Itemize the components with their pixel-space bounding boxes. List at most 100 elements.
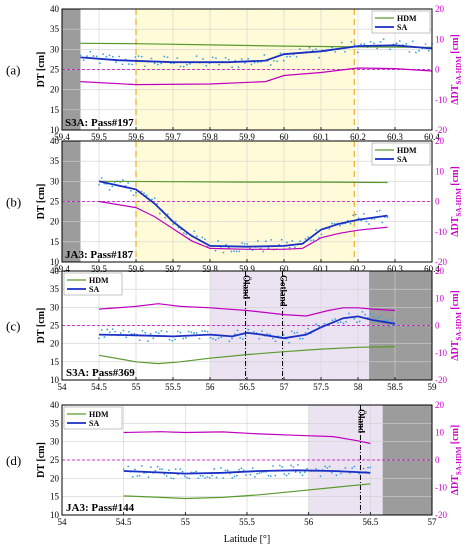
- y-tick-label: 15: [50, 492, 60, 502]
- scatter-point: [138, 339, 141, 342]
- panel-label: (b): [6, 195, 21, 210]
- scatter-point: [350, 40, 353, 43]
- y2-tick-label: 0: [435, 321, 440, 331]
- scatter-point: [373, 42, 375, 45]
- scatter-point: [246, 243, 249, 245]
- scatter-point: [294, 246, 296, 249]
- scatter-point: [222, 251, 225, 254]
- x-tick-label: 56.5: [362, 517, 378, 527]
- scatter-point: [285, 474, 288, 477]
- scatter-point: [405, 42, 408, 45]
- scatter-point: [118, 55, 121, 58]
- scatter-point: [340, 472, 342, 475]
- scatter-point: [260, 471, 263, 474]
- scatter-point: [318, 56, 321, 59]
- y2-tick-label: 20: [435, 266, 445, 276]
- scatter-point: [427, 49, 430, 52]
- scatter-point: [164, 216, 167, 219]
- scatter-point: [190, 331, 193, 334]
- x-tick-label: 60.3: [387, 132, 403, 142]
- scatter-point: [131, 475, 134, 478]
- y2-tick-label: 0: [435, 455, 440, 465]
- y-tick-label: 30: [50, 437, 60, 447]
- scatter-point: [135, 191, 137, 194]
- scatter-point: [156, 202, 159, 205]
- scatter-point: [331, 46, 333, 49]
- scatter-point: [266, 332, 269, 335]
- scatter-point: [214, 249, 217, 252]
- y2-tick-label: -10: [435, 483, 447, 493]
- x-tick-label: 56: [206, 382, 216, 392]
- scatter-point: [166, 213, 169, 216]
- y-tick-label: 40: [50, 136, 60, 146]
- scatter-point: [199, 474, 202, 477]
- scatter-point: [292, 466, 295, 468]
- scatter-point: [273, 59, 275, 62]
- scatter-point: [288, 246, 291, 249]
- scatter-point: [328, 465, 331, 468]
- scatter-point: [276, 60, 279, 63]
- scatter-point: [211, 474, 213, 477]
- scatter-point: [299, 337, 301, 340]
- scatter-point: [153, 62, 156, 65]
- legend-label: HDM: [89, 410, 109, 419]
- x-tick-label: 55: [132, 382, 142, 392]
- scatter-point: [379, 40, 382, 43]
- y-tick-label: 30: [50, 176, 60, 186]
- scatter-point: [176, 330, 179, 333]
- scatter-point: [184, 336, 187, 339]
- panel-label: (a): [6, 63, 20, 78]
- scatter-point: [111, 55, 114, 58]
- scatter-point: [157, 332, 160, 335]
- scatter-point: [160, 329, 163, 332]
- scatter-point: [372, 315, 375, 318]
- scatter-point: [227, 246, 230, 249]
- y-tick-label: 10: [50, 510, 60, 520]
- scatter-point: [288, 341, 290, 344]
- scatter-point: [381, 221, 384, 224]
- series-hdm: [98, 346, 396, 365]
- scatter-point: [334, 318, 337, 320]
- scatter-point: [309, 239, 312, 242]
- scatter-point: [291, 239, 294, 242]
- scatter-point: [250, 63, 253, 66]
- scatter-point: [201, 475, 204, 477]
- scatter-point: [233, 475, 236, 478]
- scatter-point: [186, 476, 188, 479]
- y2-tick-label: 10: [435, 166, 445, 176]
- scatter-point: [204, 477, 207, 479]
- series-δdt: [98, 200, 388, 250]
- scatter-point: [144, 65, 146, 68]
- scatter-point: [215, 57, 217, 60]
- scatter-point: [195, 331, 198, 334]
- scatter-point: [102, 53, 104, 56]
- scatter-point: [394, 324, 396, 327]
- scatter-point: [311, 49, 314, 52]
- scatter-point: [82, 59, 85, 62]
- y-tick-label: 35: [50, 418, 60, 428]
- legend-label: HDM: [89, 276, 109, 285]
- scatter-point: [317, 236, 320, 239]
- scatter-point: [330, 471, 333, 474]
- scatter-point: [301, 474, 304, 477]
- series-sa: [98, 315, 396, 340]
- scatter-point: [382, 38, 385, 41]
- scatter-point: [258, 337, 261, 340]
- scatter-point: [152, 337, 155, 340]
- scatter-point: [307, 236, 310, 239]
- scatter-point: [133, 332, 136, 335]
- scatter-point: [165, 330, 168, 333]
- scatter-point: [362, 212, 365, 215]
- scatter-point: [233, 250, 235, 253]
- scatter-point: [353, 465, 356, 468]
- series-sa: [98, 180, 388, 248]
- scatter-point: [136, 475, 139, 477]
- scatter-point: [182, 337, 185, 340]
- scatter-point: [315, 323, 318, 326]
- scatter-point: [331, 319, 334, 322]
- y2-tick-label: 10: [435, 34, 445, 44]
- scatter-point: [365, 220, 368, 223]
- scatter-point: [324, 465, 326, 468]
